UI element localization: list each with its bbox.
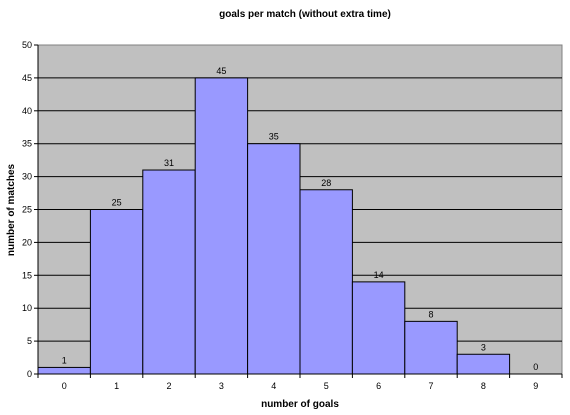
bar-1	[89, 209, 144, 375]
x-tick-label: 2	[166, 381, 171, 391]
x-tick-label: 1	[114, 381, 119, 391]
data-label: 8	[428, 309, 433, 319]
bar-2	[142, 169, 196, 375]
x-tick-label: 8	[481, 381, 486, 391]
data-label: 0	[533, 362, 538, 372]
x-tick-label: 6	[376, 381, 381, 391]
y-tick-label: 5	[27, 336, 32, 346]
x-tick-label: 5	[324, 381, 329, 391]
data-label: 31	[164, 158, 174, 168]
x-tick-label: 9	[533, 381, 538, 391]
x-tick-label: 3	[219, 381, 224, 391]
data-label: 3	[481, 342, 486, 352]
data-label: 14	[374, 270, 384, 280]
bar-0	[37, 366, 91, 375]
data-label: 1	[62, 355, 67, 365]
y-axis-label: number of matches	[6, 163, 17, 256]
y-tick-label: 15	[22, 270, 32, 280]
y-tick-label: 20	[22, 237, 32, 247]
chart-title: goals per match (without extra time)	[219, 9, 391, 20]
bar-3	[194, 77, 249, 375]
y-tick-label: 30	[22, 172, 32, 182]
x-axis-label: number of goals	[261, 399, 339, 410]
y-tick-label: 25	[22, 205, 32, 215]
bar-7	[404, 320, 458, 375]
bar-8	[456, 353, 511, 375]
y-tick-label: 40	[22, 106, 32, 116]
x-axis-ticks: 0 1 2 3 4 5 6 7 8 9	[37, 374, 563, 391]
bar-4	[247, 143, 301, 375]
y-tick-label: 50	[22, 40, 32, 50]
y-axis-ticks: 0 5 10 15 20 25 30 35 40 45 50	[22, 40, 38, 379]
x-tick-label: 7	[428, 381, 433, 391]
y-tick-label: 35	[22, 139, 32, 149]
data-label: 45	[216, 66, 226, 76]
bar-6	[351, 281, 406, 375]
y-tick-label: 0	[27, 369, 32, 379]
bars	[37, 77, 511, 375]
y-tick-label: 45	[22, 73, 32, 83]
data-label: 35	[269, 132, 279, 142]
data-label: 28	[321, 178, 331, 188]
x-tick-label: 4	[271, 381, 276, 391]
data-label: 25	[112, 198, 122, 208]
x-tick-label: 0	[62, 381, 67, 391]
y-tick-label: 10	[22, 303, 32, 313]
data-labels: 1 25 31 45 35 28 14 8 3 0	[62, 66, 539, 372]
bar-5	[299, 189, 353, 375]
